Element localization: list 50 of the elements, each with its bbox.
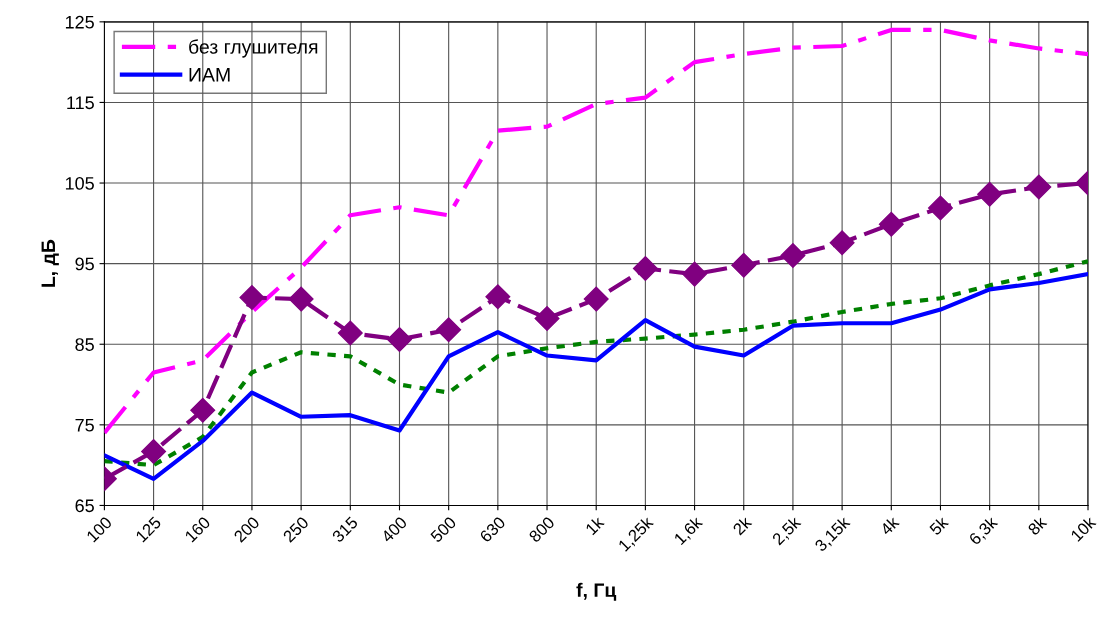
y-tick-label: 115 <box>67 96 94 110</box>
point <box>731 252 757 278</box>
point <box>829 230 855 256</box>
point <box>190 397 216 423</box>
x-tick-label: 1,6k <box>673 515 705 547</box>
point <box>977 181 1003 207</box>
y-axis-title: L, дБ <box>41 239 59 287</box>
x-tick-label: 100 <box>85 515 113 543</box>
x-tick-label: 5k <box>928 515 950 536</box>
x-tick-label: 8k <box>1026 515 1048 536</box>
point <box>1026 174 1052 200</box>
point <box>485 284 511 310</box>
x-tick-label: 2,5k <box>771 515 803 547</box>
x-tick-label: 1k <box>584 515 605 536</box>
y-tick-label: 85 <box>75 338 94 351</box>
x-tick-label: 10k <box>1069 515 1097 542</box>
line-series <box>104 27 1089 435</box>
point <box>239 285 265 310</box>
point <box>337 320 363 346</box>
point <box>436 317 462 343</box>
y-tick-label: 75 <box>75 418 94 432</box>
point <box>583 286 609 312</box>
x-tick-label: 6,3k <box>967 515 1000 547</box>
point <box>927 195 953 221</box>
x-tick-label: 630 <box>479 515 507 543</box>
point <box>387 326 412 352</box>
x-tick-label: 315 <box>331 515 359 544</box>
point <box>878 211 904 237</box>
y-tick-label: 125 <box>65 15 94 29</box>
point <box>780 243 806 269</box>
point <box>141 438 167 464</box>
y-tick-label: 105 <box>65 176 94 190</box>
x-tick-label: 2k <box>731 515 753 536</box>
x-tick-label: 250 <box>282 515 310 543</box>
y-tick-label: 65 <box>75 499 94 513</box>
y-tick-label: 95 <box>75 257 94 271</box>
x-tick-label: 400 <box>380 515 408 544</box>
x-tick-label: 200 <box>233 515 261 543</box>
legend-label: ИАМ <box>189 68 230 82</box>
point <box>632 255 658 281</box>
legend-label: без глушителя <box>189 39 318 58</box>
x-tick-label: 125 <box>135 515 162 543</box>
point <box>288 286 314 312</box>
x-tick-label: 160 <box>184 515 211 543</box>
point <box>534 305 560 331</box>
point <box>682 261 708 287</box>
x-tick-label: 500 <box>429 515 457 544</box>
x-tick-label: 4k <box>879 515 900 536</box>
x-axis-title: f, Гц <box>576 582 617 601</box>
x-tick-label: 800 <box>528 515 556 543</box>
